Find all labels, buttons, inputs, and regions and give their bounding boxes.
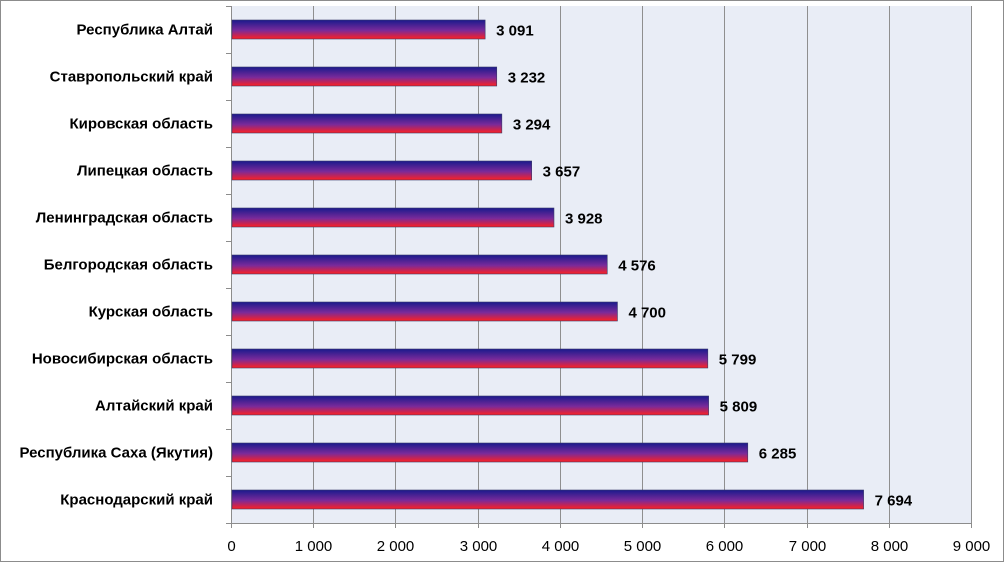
x-tick-label: 3 000 bbox=[460, 538, 498, 555]
data-label: 3 091 bbox=[496, 23, 534, 40]
category-label: Республика Саха (Якутия) bbox=[19, 445, 213, 462]
data-label: 5 809 bbox=[720, 399, 758, 416]
x-tick-label: 7 000 bbox=[789, 538, 827, 555]
x-tick-label: 1 000 bbox=[295, 538, 333, 555]
x-tick-label: 0 bbox=[227, 538, 235, 555]
category-label: Белгородская область bbox=[44, 257, 213, 274]
bar bbox=[231, 489, 864, 510]
x-tick-label: 4 000 bbox=[542, 538, 580, 555]
category-label: Курская область bbox=[89, 304, 213, 321]
bar bbox=[231, 348, 709, 369]
bar bbox=[231, 207, 555, 228]
data-label: 4 700 bbox=[628, 305, 666, 322]
bar bbox=[231, 301, 618, 322]
x-tick-label: 2 000 bbox=[377, 538, 415, 555]
bar bbox=[231, 442, 749, 463]
bar bbox=[231, 160, 532, 181]
category-label: Краснодарский край bbox=[60, 492, 213, 509]
bars bbox=[231, 19, 864, 510]
data-label: 3 294 bbox=[513, 117, 551, 134]
category-label: Ставропольский край bbox=[50, 69, 213, 86]
x-tick-label: 8 000 bbox=[871, 538, 909, 555]
category-label: Алтайский край bbox=[95, 398, 213, 415]
axes bbox=[226, 6, 972, 528]
bar bbox=[231, 66, 498, 87]
data-label: 3 928 bbox=[565, 211, 603, 228]
category-label: Республика Алтай bbox=[77, 22, 213, 39]
data-label: 4 576 bbox=[618, 258, 656, 275]
data-label: 3 657 bbox=[543, 164, 581, 181]
category-label: Новосибирская область bbox=[32, 351, 213, 368]
labels: 0 1 000 2 000 3 000 4 000 5 000 6 000 7 000 8 00… bbox=[19, 22, 990, 556]
bar bbox=[231, 395, 709, 416]
data-label: 3 232 bbox=[508, 70, 546, 87]
bar bbox=[231, 19, 486, 40]
x-tick-label: 6 000 bbox=[706, 538, 744, 555]
category-label: Ленинградская область bbox=[36, 210, 213, 227]
data-label: 6 285 bbox=[759, 446, 797, 463]
category-label: Липецкая область bbox=[77, 163, 213, 180]
bar bbox=[231, 254, 608, 275]
category-label: Кировская область bbox=[70, 116, 214, 133]
data-label: 5 799 bbox=[719, 352, 757, 369]
bar bbox=[231, 113, 503, 134]
data-label: 7 694 bbox=[875, 493, 913, 510]
x-tick-label: 5 000 bbox=[624, 538, 662, 555]
x-tick-label: 9 000 bbox=[953, 538, 991, 555]
